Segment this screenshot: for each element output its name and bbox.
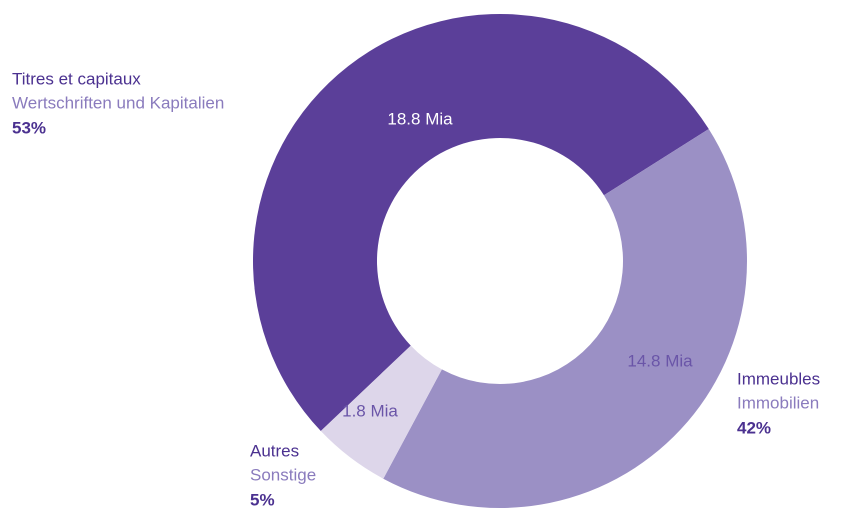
label-de: Sonstige [250,465,316,484]
share-label: 53% [12,118,46,137]
share-label: 5% [250,490,275,509]
donut-segment [383,128,747,508]
label-de: Immobilien [737,393,819,412]
label-de: Wertschriften und Kapitalien [12,93,224,112]
label-fr: Immeubles [737,369,820,388]
label-fr: Autres [250,441,299,460]
value-label: 18.8 Mia [387,109,453,128]
value-label: 1.8 Mia [342,401,398,420]
donut-segment [320,345,442,479]
label-fr: Titres et capitaux [12,69,141,88]
share-label: 42% [737,418,771,437]
value-label: 14.8 Mia [627,351,693,370]
donut-segment [252,13,709,432]
